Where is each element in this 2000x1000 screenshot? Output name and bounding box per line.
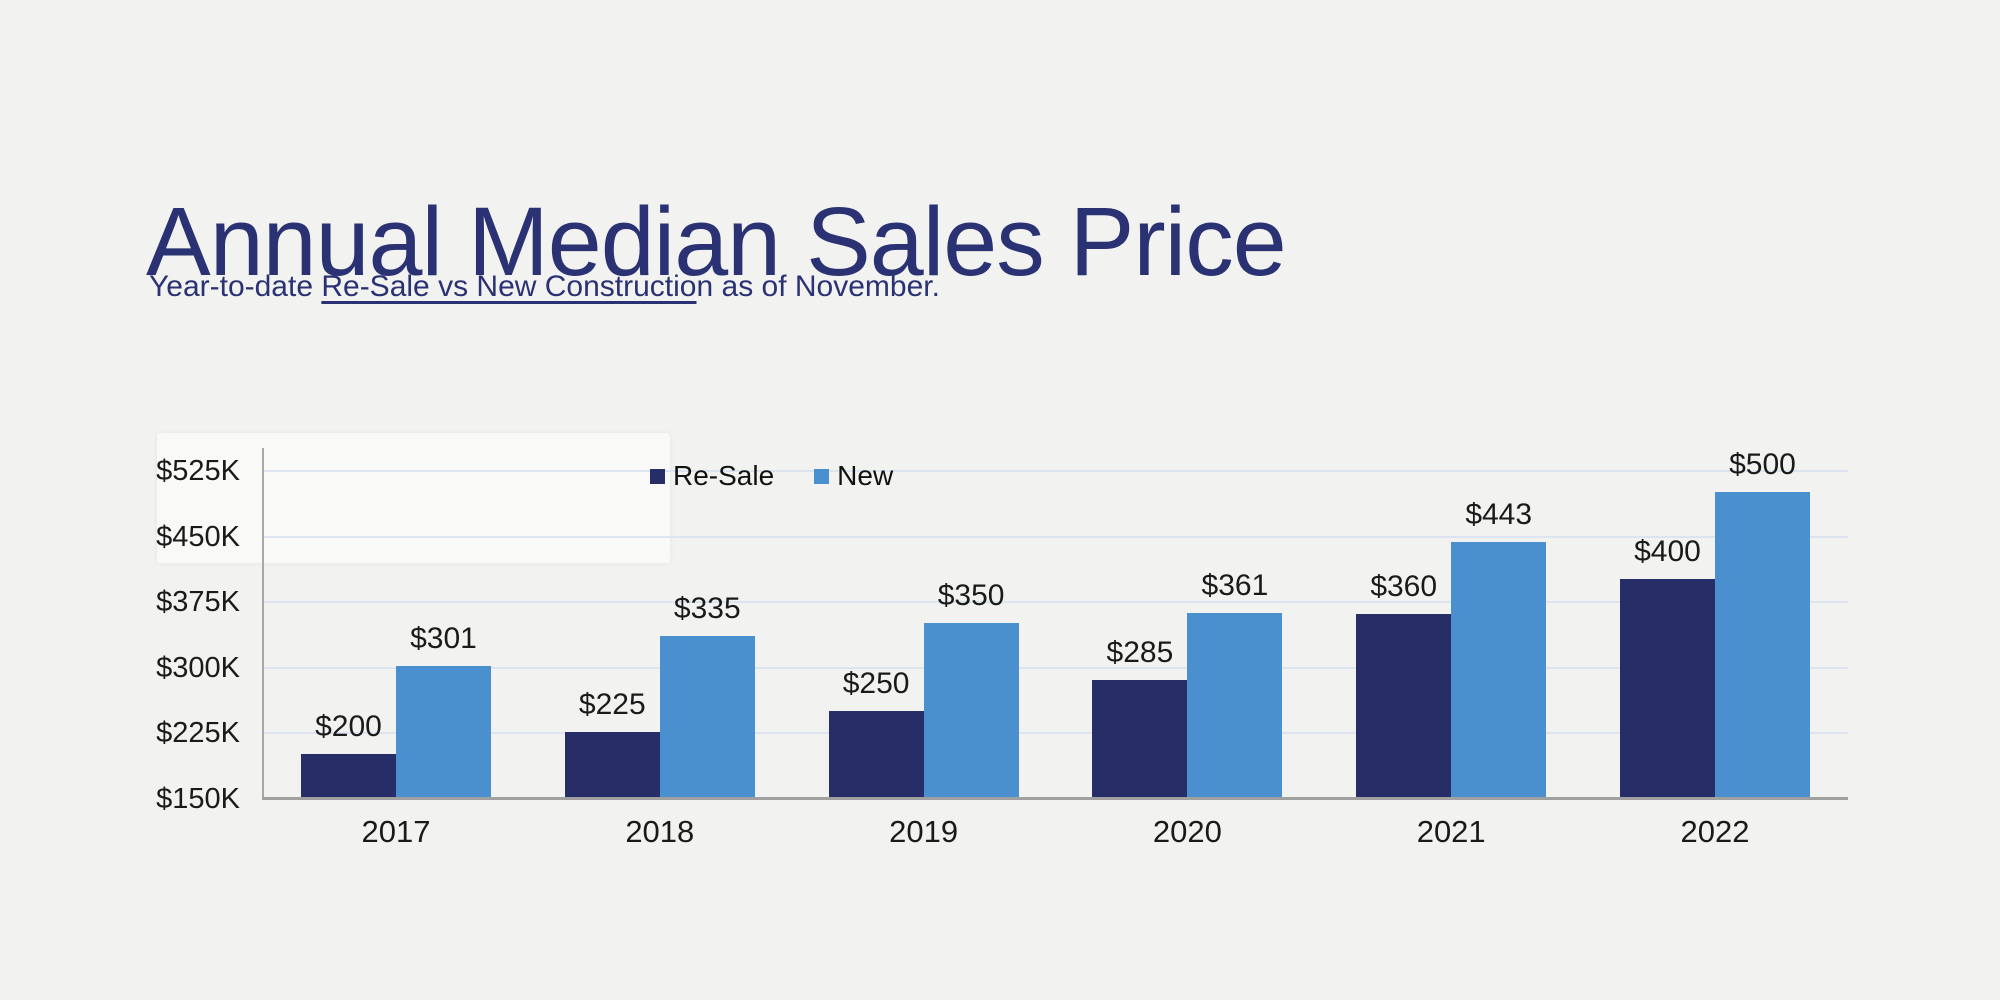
x-tick-label: 2022 bbox=[1680, 814, 1750, 849]
bar-value-label: $200 bbox=[315, 710, 382, 744]
legend-label-resale: Re-Sale bbox=[673, 460, 775, 491]
highlight-panel bbox=[157, 433, 670, 563]
page-title: Annual Median Sales Price bbox=[146, 186, 1287, 296]
y-tick-label: $375K bbox=[156, 586, 240, 618]
y-axis-line bbox=[262, 448, 264, 798]
x-tick-label: 2019 bbox=[889, 814, 959, 849]
bar-re-sale-2017[interactable] bbox=[301, 754, 396, 798]
y-tick-label: $225K bbox=[156, 717, 240, 749]
bar-value-label: $500 bbox=[1729, 447, 1796, 481]
bar-re-sale-2018[interactable] bbox=[564, 732, 660, 798]
legend-item-new[interactable]: New bbox=[814, 460, 893, 492]
chart-legend: Re-Sale New bbox=[650, 460, 893, 492]
x-tick-label: 2021 bbox=[1416, 814, 1486, 849]
bar-value-label: $301 bbox=[410, 621, 477, 655]
y-tick-label: $300K bbox=[156, 652, 240, 684]
gridline bbox=[262, 601, 1848, 603]
bar-value-label: $285 bbox=[1106, 635, 1174, 669]
x-tick-label: 2020 bbox=[1152, 814, 1222, 849]
legend-item-resale[interactable]: Re-Sale bbox=[650, 460, 774, 492]
subtitle-suffix: n as of November. bbox=[696, 270, 940, 303]
x-axis-baseline bbox=[262, 797, 1848, 800]
bar-re-sale-2020[interactable] bbox=[1092, 679, 1188, 798]
new-swatch-icon bbox=[814, 468, 830, 484]
gridline bbox=[262, 470, 1848, 472]
bar-value-label: $250 bbox=[842, 666, 910, 700]
y-tick-label: $450K bbox=[156, 521, 240, 553]
subtitle-prefix: Year-to-date bbox=[149, 270, 322, 303]
bar-value-label: $335 bbox=[673, 592, 741, 626]
page-subtitle: Year-to-date Re-Sale vs New Construction… bbox=[149, 268, 940, 306]
y-tick-label: $150K bbox=[156, 783, 240, 815]
bar-value-label: $443 bbox=[1465, 497, 1533, 531]
gridline bbox=[262, 536, 1848, 538]
legend-label-new: New bbox=[837, 460, 894, 491]
x-tick-label: 2017 bbox=[361, 814, 431, 849]
bar-new-2022[interactable] bbox=[1715, 491, 1810, 798]
bar-value-label: $350 bbox=[937, 579, 1005, 613]
x-tick-label: 2018 bbox=[625, 814, 695, 849]
bar-new-2020[interactable] bbox=[1187, 613, 1283, 798]
bar-re-sale-2019[interactable] bbox=[828, 710, 924, 798]
bar-value-label: $361 bbox=[1201, 569, 1269, 603]
gridline bbox=[262, 732, 1848, 734]
subtitle-underlined-text: Re-Sale vs New Constructio bbox=[321, 270, 697, 303]
bar-new-2019[interactable] bbox=[923, 623, 1019, 798]
y-tick-label: $525K bbox=[156, 455, 240, 487]
bar-re-sale-2021[interactable] bbox=[1356, 614, 1452, 798]
gridline bbox=[262, 667, 1848, 669]
bar-new-2017[interactable] bbox=[396, 665, 491, 798]
bar-new-2021[interactable] bbox=[1451, 541, 1547, 798]
bar-value-label: $360 bbox=[1370, 570, 1438, 604]
bar-re-sale-2022[interactable] bbox=[1620, 579, 1715, 798]
bar-value-label: $225 bbox=[578, 688, 646, 722]
bar-new-2018[interactable] bbox=[659, 636, 755, 798]
bar-value-label: $400 bbox=[1634, 535, 1701, 569]
resale-swatch-icon bbox=[650, 468, 665, 484]
